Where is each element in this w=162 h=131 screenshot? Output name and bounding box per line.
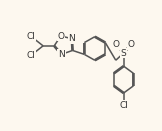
Text: Cl: Cl	[26, 32, 35, 40]
Text: Cl: Cl	[119, 101, 128, 110]
Text: O: O	[113, 40, 120, 49]
Text: N: N	[69, 34, 75, 43]
Text: Cl: Cl	[26, 51, 35, 60]
Text: N: N	[58, 50, 65, 59]
Text: S: S	[121, 49, 127, 58]
Text: O: O	[57, 32, 64, 40]
Text: O: O	[127, 40, 134, 49]
